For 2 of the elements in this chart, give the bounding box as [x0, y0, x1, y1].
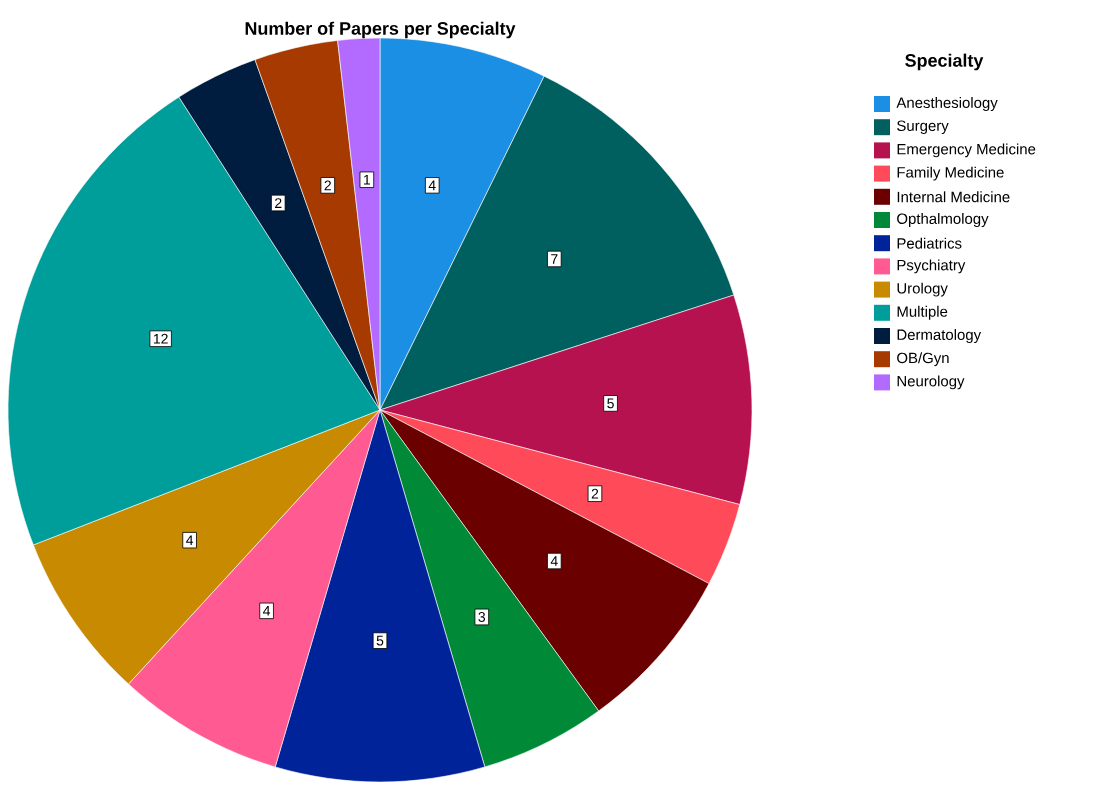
- chart-title: Number of Papers per Specialty: [245, 21, 516, 39]
- legend-title: Specialty: [905, 53, 984, 71]
